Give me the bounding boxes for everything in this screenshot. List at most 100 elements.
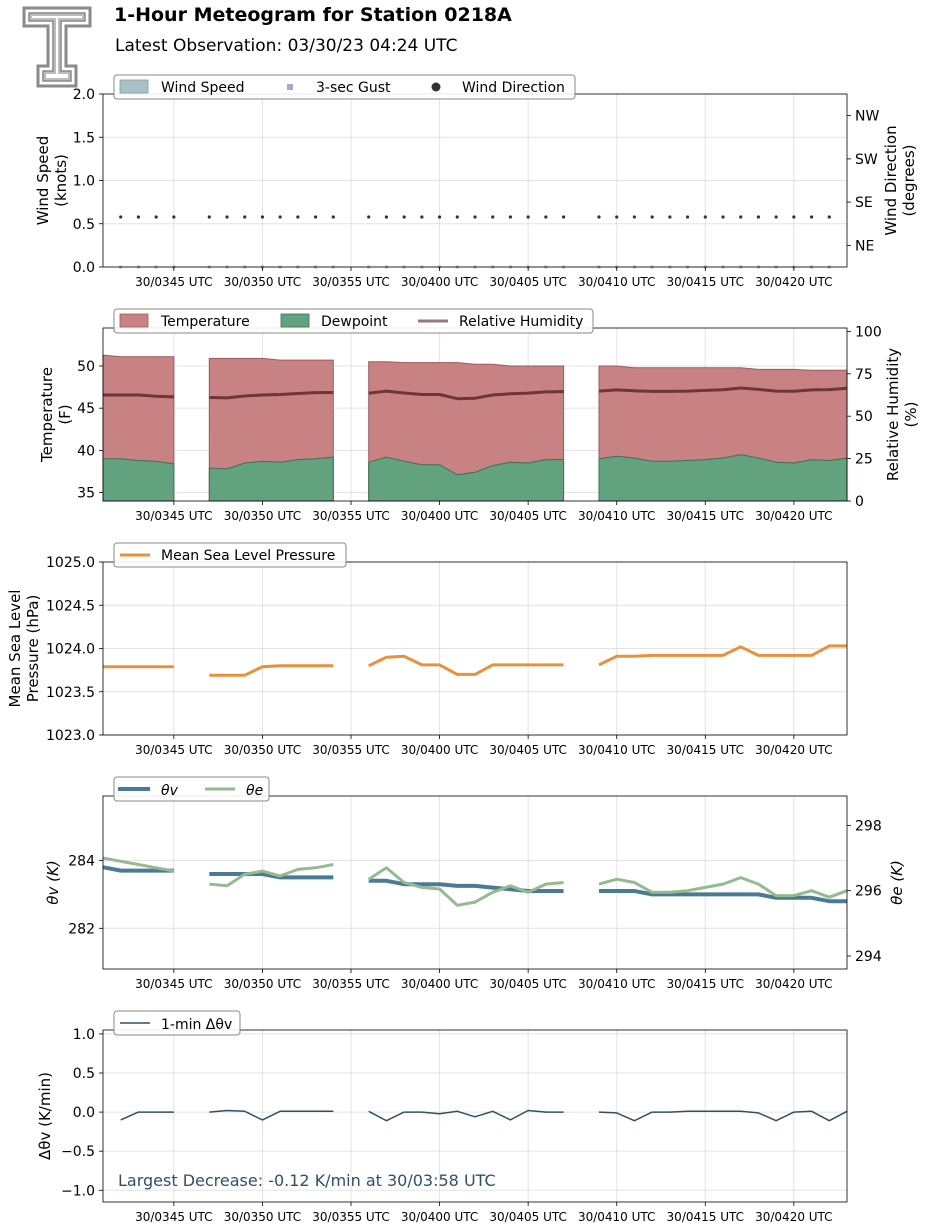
x-tick-label: 30/0345 UTC	[135, 1210, 212, 1224]
y2-tick-label: 100	[855, 324, 882, 340]
dthv-panel: −1.0 −0.5 0.0 0.5 1.0 30/0345 UTC 30/0350 UTC 3…	[36, 1010, 848, 1224]
wind-direction-point	[367, 215, 371, 219]
x-tick-label: 30/0405 UTC	[489, 977, 566, 991]
wind-direction-point	[420, 215, 424, 219]
y2-tick-label: 298	[855, 818, 882, 834]
legend-wind-speed-swatch	[119, 79, 149, 94]
x-tick-label: 30/0400 UTC	[401, 1210, 478, 1224]
legend-delta-theta-v-label: 1-min Δθv	[161, 1017, 232, 1033]
legend	[113, 74, 576, 100]
plot-frame	[102, 795, 848, 970]
wind-direction-point	[491, 215, 495, 219]
delta-theta-v-series	[120, 1111, 174, 1121]
x-tick-label: 30/0345 UTC	[135, 509, 212, 523]
x-tick-label: 30/0405 UTC	[489, 509, 566, 523]
wind-direction-point	[296, 215, 300, 219]
y-tick-label: 1.0	[73, 174, 95, 190]
wind-direction-point	[473, 215, 477, 219]
wind-direction-point	[243, 215, 247, 219]
wind-direction-point	[561, 215, 566, 219]
theta-e-series	[102, 856, 175, 873]
wind-direction-point	[809, 215, 814, 219]
wind-direction-point	[313, 215, 318, 219]
wind-direction-point	[402, 215, 406, 219]
y2-tick-label: 0	[855, 494, 864, 510]
x-tick-label: 30/0355 UTC	[312, 1210, 389, 1224]
wind-direction-point	[792, 215, 796, 219]
y-tick-label: 1024.0	[46, 642, 95, 658]
pressure-panel: 1023.0 1023.5 1024.0 1024.5 1025.0 30/0345 UT…	[6, 542, 848, 757]
legend-theta-e-label: θe	[246, 783, 263, 799]
legend-pressure-label: Mean Sea Level Pressure	[161, 548, 335, 564]
y2-tick-label: NE	[855, 238, 874, 254]
x-tick-label: 30/0410 UTC	[578, 275, 655, 289]
y-tick-label: 35	[77, 486, 95, 502]
x-tick-label: 30/0410 UTC	[578, 743, 655, 757]
y-tick-label: 2.0	[73, 87, 95, 103]
legend-wind-direction-label: Wind Direction	[462, 80, 565, 96]
y-tick-label: −0.5	[61, 1144, 95, 1160]
y-tick-label: 1023.0	[46, 728, 95, 744]
wind-direction-point	[827, 215, 831, 219]
theta-panel: 282 284 294 296 298 30/0345 UTC 30/0350 UTC 30/…	[44, 776, 906, 991]
delta-theta-v-series	[368, 1109, 564, 1122]
wind-direction-point	[225, 215, 229, 219]
x-tick-label: 30/0355 UTC	[312, 275, 389, 289]
pressure-series	[368, 654, 564, 676]
page-title: 1-Hour Meteogram for Station 0218A	[114, 4, 512, 26]
wind-direction-point	[721, 215, 725, 219]
wind-direction-axis-label: Wind Direction(degrees)	[882, 125, 918, 235]
theta-e-axis-label: θe (K)	[888, 860, 906, 905]
y2-tick-label: 294	[855, 949, 882, 965]
theta-v-series	[209, 872, 334, 880]
x-tick-label: 30/0355 UTC	[312, 509, 389, 523]
x-tick-label: 30/0350 UTC	[224, 1210, 301, 1224]
y-tick-label: 1023.5	[46, 685, 95, 701]
x-tick-label: 30/0420 UTC	[755, 509, 832, 523]
y-tick-label: 282	[68, 921, 95, 937]
x-tick-label: 30/0345 UTC	[135, 743, 212, 757]
relative-humidity-series	[103, 393, 174, 399]
x-tick-label: 30/0415 UTC	[667, 509, 744, 523]
wind-direction-point	[685, 215, 690, 219]
x-tick-label: 30/0405 UTC	[489, 1210, 566, 1224]
wind-direction-point	[774, 215, 778, 219]
x-tick-label: 30/0420 UTC	[755, 743, 832, 757]
relative-humidity-series	[209, 391, 334, 400]
legend-rh-label: Relative Humidity	[459, 314, 583, 330]
x-tick-label: 30/0400 UTC	[401, 275, 478, 289]
temperature-panel: 35 40 45 50 0 25 50 75 100 30/0345 UTC 30/0350 UTC…	[38, 308, 920, 523]
theta-v-axis-label: θv (K)	[44, 860, 62, 904]
wind-direction-point	[437, 215, 442, 219]
legend	[113, 776, 270, 802]
wind-direction-point	[172, 215, 176, 219]
wind-direction-point	[136, 215, 141, 219]
wind-direction-point	[508, 215, 513, 219]
x-tick-label: 30/0345 UTC	[135, 977, 212, 991]
wind-direction-point	[650, 215, 654, 219]
wind-direction-point	[544, 215, 548, 219]
y2-tick-label: 296	[855, 884, 882, 900]
wind-direction-point	[615, 215, 619, 219]
wind-direction-point	[526, 215, 530, 219]
pressure-axis-label: Mean Sea LevelPressure (hPa)	[6, 590, 42, 708]
pressure-series	[209, 664, 334, 677]
legend	[113, 1010, 241, 1036]
relative-humidity-series	[368, 389, 564, 401]
x-tick-label: 30/0400 UTC	[401, 743, 478, 757]
y-tick-label: 0.5	[73, 217, 95, 233]
y-tick-label: 50	[77, 359, 95, 375]
wind-direction-point	[119, 215, 123, 219]
pressure-series	[598, 644, 847, 667]
y2-tick-label: SW	[855, 152, 878, 168]
dewpoint-area	[368, 456, 565, 502]
relative-humidity-axis-label: Relative Humidity(%)	[884, 348, 920, 481]
y2-tick-label: 25	[855, 452, 873, 468]
legend-dewpoint-swatch	[280, 313, 310, 328]
y-tick-label: 0.0	[73, 1105, 95, 1121]
x-tick-label: 30/0400 UTC	[401, 509, 478, 523]
x-tick-label: 30/0420 UTC	[755, 1210, 832, 1224]
wind-direction-point	[154, 215, 158, 219]
